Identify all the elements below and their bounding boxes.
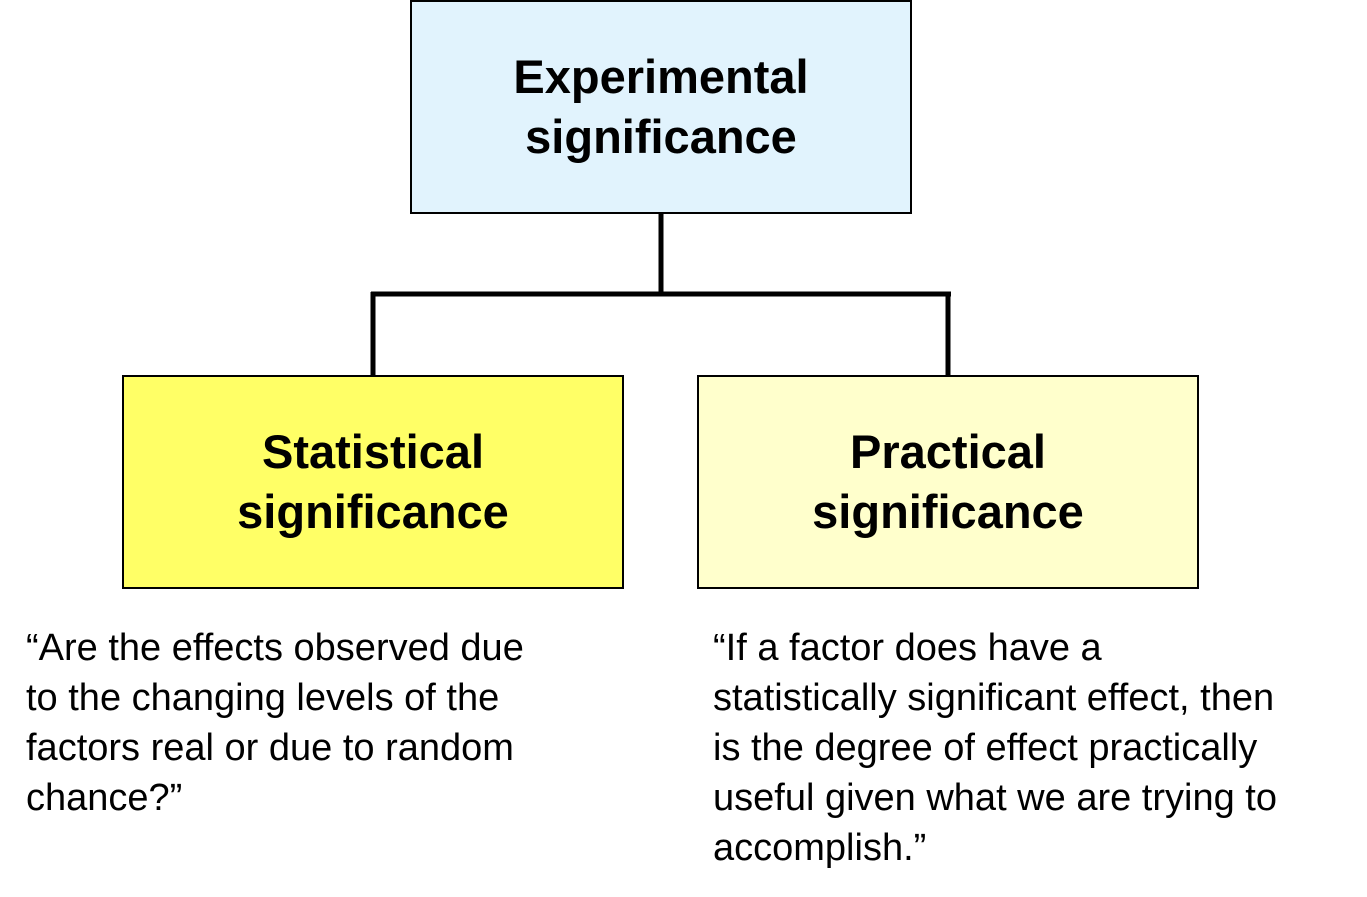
practical-quote-line-2: statistically significant effect, then [713, 677, 1275, 719]
practical-significance-label: Practical significance [812, 422, 1084, 542]
practical-quote-line-4: useful given what we are trying to [713, 777, 1277, 819]
practical-quote-line-1: “If a factor does have a [713, 627, 1102, 669]
statistical-quote-line-3: factors real or due to random [26, 727, 514, 769]
experimental-significance-box: Experimental significance [410, 0, 912, 214]
statistical-quote-line-4: chance?” [26, 777, 183, 819]
practical-label-line-2: significance [812, 485, 1084, 538]
practical-question-quote: “If a factor does have a statistically s… [713, 623, 1277, 873]
statistical-label-line-2: significance [237, 485, 509, 538]
statistical-significance-box: Statistical significance [122, 375, 624, 589]
experimental-label-line-1: Experimental [513, 50, 809, 103]
practical-significance-box: Practical significance [697, 375, 1199, 589]
statistical-quote-line-1: “Are the effects observed due [26, 627, 524, 669]
practical-quote-line-5: accomplish.” [713, 827, 927, 869]
experimental-significance-label: Experimental significance [513, 47, 808, 167]
statistical-label-line-1: Statistical [261, 425, 485, 478]
statistical-question-quote: “Are the effects observed due to the cha… [26, 623, 524, 823]
experimental-label-line-2: significance [525, 110, 797, 163]
statistical-quote-line-2: to the changing levels of the [26, 677, 500, 719]
practical-label-line-1: Practical [850, 425, 1046, 478]
statistical-significance-label: Statistical significance [237, 422, 509, 542]
practical-quote-line-3: is the degree of effect practically [713, 727, 1258, 769]
